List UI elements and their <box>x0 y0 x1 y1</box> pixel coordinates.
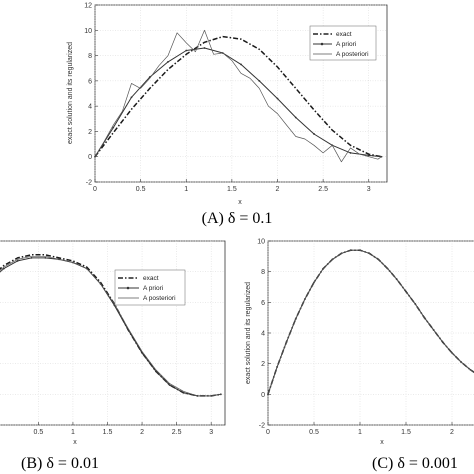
x-tick-label: 0.5 <box>309 429 319 436</box>
legend-a-posteriori-label: A posteriori <box>336 51 369 58</box>
y-tick-label: 12 <box>84 3 92 10</box>
data-point-a-priori <box>294 116 297 119</box>
x-tick-label: 2.5 <box>172 429 182 436</box>
y-tick-label: 6 <box>88 78 92 85</box>
x-tick-label: 0.5 <box>136 186 146 193</box>
y-tick-label: 0 <box>88 154 92 161</box>
y-tick-label: 8 <box>88 53 92 60</box>
y-tick-label: -2 <box>259 423 265 430</box>
legend-exact-label: exact <box>336 31 352 38</box>
y-tick-label: 6 <box>261 300 265 307</box>
y-tick-label: 2 <box>261 361 265 368</box>
x-tick-label: 2.5 <box>318 186 328 193</box>
series-line-a-posteriori <box>94 29 382 163</box>
data-point-a-priori <box>44 256 47 259</box>
y-tick-label: 4 <box>261 331 265 338</box>
panel-c-caption: (C) δ = 0.001 <box>372 455 458 472</box>
panel-a-y-axis-label: exact solution and its regularized <box>67 42 74 144</box>
panel-b-caption: (B) δ = 0.01 <box>21 455 99 472</box>
data-point-a-priori <box>112 126 115 129</box>
data-point-a-priori <box>130 96 133 99</box>
x-tick-label: 3 <box>367 186 371 193</box>
x-tick-label: 1.5 <box>401 429 411 436</box>
panel-c-x-axis-label: x <box>380 439 384 446</box>
data-point-a-priori <box>2 267 5 270</box>
data-point-a-priori <box>168 384 171 387</box>
panel-b-x-axis-label: x <box>73 439 77 446</box>
data-point-a-priori <box>276 97 279 100</box>
panel-b: 0.5 1 1.5 2 2.5 3 x exact A priori A posterio… <box>0 240 226 472</box>
x-tick-label: 2 <box>450 429 454 436</box>
legend-a-priori-marker <box>320 42 324 46</box>
x-tick-label: 1 <box>358 429 362 436</box>
legend-a-priori-label: A priori <box>143 285 163 292</box>
panel-c-y-axis-label: exact solution and its regularized <box>245 282 252 384</box>
panel-b-legend: exact A priori A posteriori <box>114 269 186 306</box>
series-line-a-priori <box>0 257 221 397</box>
data-point-a-priori <box>349 152 352 154</box>
series-line-a-posteriori <box>267 249 474 395</box>
y-tick-label: 4 <box>88 104 92 111</box>
data-point-a-priori <box>154 370 157 373</box>
data-point-a-priori <box>240 63 242 66</box>
x-tick-label: 0 <box>93 186 97 193</box>
data-point-a-priori <box>258 79 261 82</box>
legend-a-priori-label: A priori <box>336 41 356 48</box>
y-tick-label: -2 <box>86 180 92 187</box>
x-tick-label: 1.5 <box>227 186 237 193</box>
x-tick-label: 1.5 <box>103 429 113 436</box>
legend-a-priori-marker <box>126 286 130 290</box>
series-line-exact <box>94 35 382 158</box>
legend-exact-label: exact <box>143 275 159 282</box>
y-tick-label: 10 <box>84 28 92 35</box>
y-tick-label: 2 <box>88 129 92 136</box>
x-tick-label: 3 <box>209 429 213 436</box>
series-line-exact <box>0 254 222 397</box>
y-tick-label: 10 <box>257 239 265 246</box>
legend-a-posteriori-label: A posteriori <box>143 295 176 302</box>
data-point-a-priori <box>16 260 19 262</box>
x-tick-label: 1 <box>71 429 75 436</box>
data-point-a-priori <box>367 154 370 157</box>
data-point-a-priori <box>167 60 169 63</box>
panel-a-x-axis-label: x <box>238 199 242 206</box>
data-point-a-priori <box>313 133 315 135</box>
data-point-a-priori <box>203 47 206 49</box>
x-tick-label: 2 <box>276 186 280 193</box>
data-point-a-priori <box>30 256 33 259</box>
x-tick-label: 2 <box>140 429 144 436</box>
panel-a-legend: exact A priori A posteriori <box>309 25 377 61</box>
data-point-a-priori <box>185 49 188 52</box>
x-tick-label: 0.5 <box>34 429 44 436</box>
data-point-a-priori <box>182 391 185 394</box>
x-tick-label: 0 <box>266 429 270 436</box>
series-line-a-posteriori <box>0 255 221 397</box>
y-tick-label: 8 <box>261 269 265 276</box>
x-tick-label: 1 <box>184 186 188 193</box>
y-tick-label: 0 <box>261 392 265 399</box>
panel-a-caption: (A) δ = 0.1 <box>202 210 273 227</box>
